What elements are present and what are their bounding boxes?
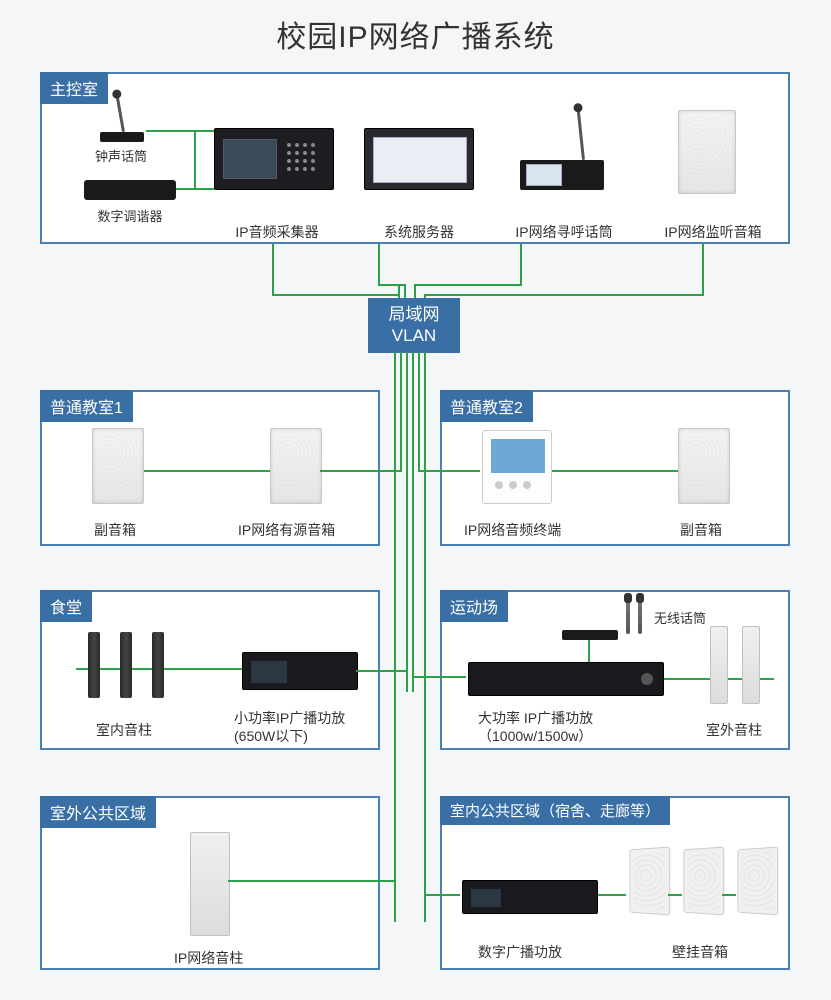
label-ip-column: IP网络音柱 [174, 948, 243, 968]
device-indoor-col-1 [88, 632, 100, 698]
badge-canteen: 食堂 [40, 590, 92, 622]
device-outdoor-col-2 [742, 626, 760, 704]
label-digital-amp: 数字广播功放 [478, 942, 562, 962]
wire [398, 284, 400, 298]
label-paging-mic: IP网络寻呼话筒 [504, 222, 624, 242]
device-server [364, 128, 474, 190]
label-bell-mic: 钟声话筒 [86, 146, 156, 165]
wire [424, 894, 460, 896]
device-wall-speaker-2 [683, 847, 724, 916]
device-wireless-mic-1 [626, 598, 630, 634]
label-low-amp-1: 小功率IP广播功放 [234, 708, 345, 728]
wire [356, 670, 406, 672]
zone-indoor-public: 室内公共区域（宿舍、走廊等） 数字广播功放 壁挂音箱 [440, 796, 790, 970]
device-wall-speaker-3 [737, 847, 778, 916]
device-digital-amp [462, 880, 598, 914]
wire [412, 352, 414, 692]
wire [418, 470, 480, 472]
vlan-hub: 局域网 VLAN [368, 298, 460, 353]
zone-control-room: 主控室 钟声话筒 数字调谐器 IP音频采集器 系统服务器 IP网络寻呼话筒 IP… [40, 72, 790, 244]
badge-classroom-2: 普通教室2 [440, 390, 533, 422]
badge-classroom-1: 普通教室1 [40, 390, 133, 422]
label-c1-active-speaker: IP网络有源音箱 [238, 520, 335, 540]
badge-field: 运动场 [440, 590, 508, 622]
wire [414, 284, 416, 298]
label-server: 系统服务器 [374, 222, 464, 242]
device-low-amp [242, 652, 358, 690]
vlan-line2: VLAN [368, 325, 460, 346]
label-c1-sub-speaker: 副音箱 [94, 520, 136, 540]
zone-classroom-2: 普通教室2 IP网络音频终端 副音箱 [440, 390, 790, 546]
vlan-line1: 局域网 [368, 304, 460, 325]
label-tuner: 数字调谐器 [90, 206, 170, 225]
label-outdoor-column: 室外音柱 [706, 720, 762, 740]
device-monitor-speaker [678, 110, 736, 194]
device-wireless-base [562, 630, 618, 640]
wire [412, 676, 466, 678]
wire [394, 352, 396, 922]
label-audio-terminal: IP网络音频终端 [464, 520, 561, 540]
device-c2-sub-speaker [678, 428, 730, 504]
device-outdoor-col-1 [710, 626, 728, 704]
device-high-amp [468, 662, 664, 696]
wire [418, 352, 420, 472]
badge-outdoor: 室外公共区域 [40, 796, 156, 828]
wire [702, 244, 704, 294]
device-c1-active-speaker [270, 428, 322, 504]
device-indoor-col-2 [120, 632, 132, 698]
device-tuner [84, 180, 176, 200]
label-low-amp-2: (650W以下) [234, 726, 308, 746]
badge-indoor: 室内公共区域（宿舍、走廊等） [440, 796, 670, 825]
device-wall-speaker-1 [629, 847, 670, 916]
wire [424, 894, 426, 922]
wire [272, 294, 398, 296]
label-monitor-speaker: IP网络监听音箱 [648, 222, 778, 242]
zone-outdoor-public: 室外公共区域 IP网络音柱 [40, 796, 380, 970]
device-audio-terminal [482, 430, 552, 504]
label-high-amp-1: 大功率 IP广播功放 [478, 708, 593, 728]
label-wireless-mic: 无线话筒 [654, 608, 706, 627]
zone-canteen: 食堂 室内音柱 小功率IP广播功放 (650W以下) [40, 590, 380, 750]
wire [424, 294, 704, 296]
wire [320, 470, 400, 472]
label-indoor-column: 室内音柱 [96, 720, 152, 740]
zone-classroom-1: 普通教室1 副音箱 IP网络有源音箱 [40, 390, 380, 546]
device-ip-column [190, 832, 230, 936]
wire [272, 244, 274, 294]
device-audio-collector [214, 128, 334, 190]
label-audio-collector: IP音频采集器 [222, 222, 332, 242]
zone-field: 运动场 无线话筒 大功率 IP广播功放 （1000w/1500w） 室外音柱 [440, 590, 790, 750]
wire [378, 284, 404, 286]
device-indoor-col-3 [152, 632, 164, 698]
device-c1-sub-speaker [92, 428, 144, 504]
wire [520, 244, 522, 284]
device-bell-mic [100, 132, 144, 142]
wire [424, 352, 426, 922]
label-high-amp-2: （1000w/1500w） [478, 726, 592, 746]
wire [378, 244, 380, 284]
wire [404, 284, 406, 298]
wire [406, 352, 408, 692]
badge-control-room: 主控室 [40, 72, 108, 104]
diagram-title: 校园IP网络广播系统 [0, 0, 831, 56]
device-paging-mic [520, 160, 604, 190]
label-c2-sub-speaker: 副音箱 [680, 520, 722, 540]
label-wall-speaker: 壁挂音箱 [672, 942, 728, 962]
wire [414, 284, 522, 286]
wire [394, 880, 396, 922]
wire [400, 352, 402, 472]
device-wireless-mic-2 [638, 598, 642, 634]
wire [228, 880, 396, 882]
